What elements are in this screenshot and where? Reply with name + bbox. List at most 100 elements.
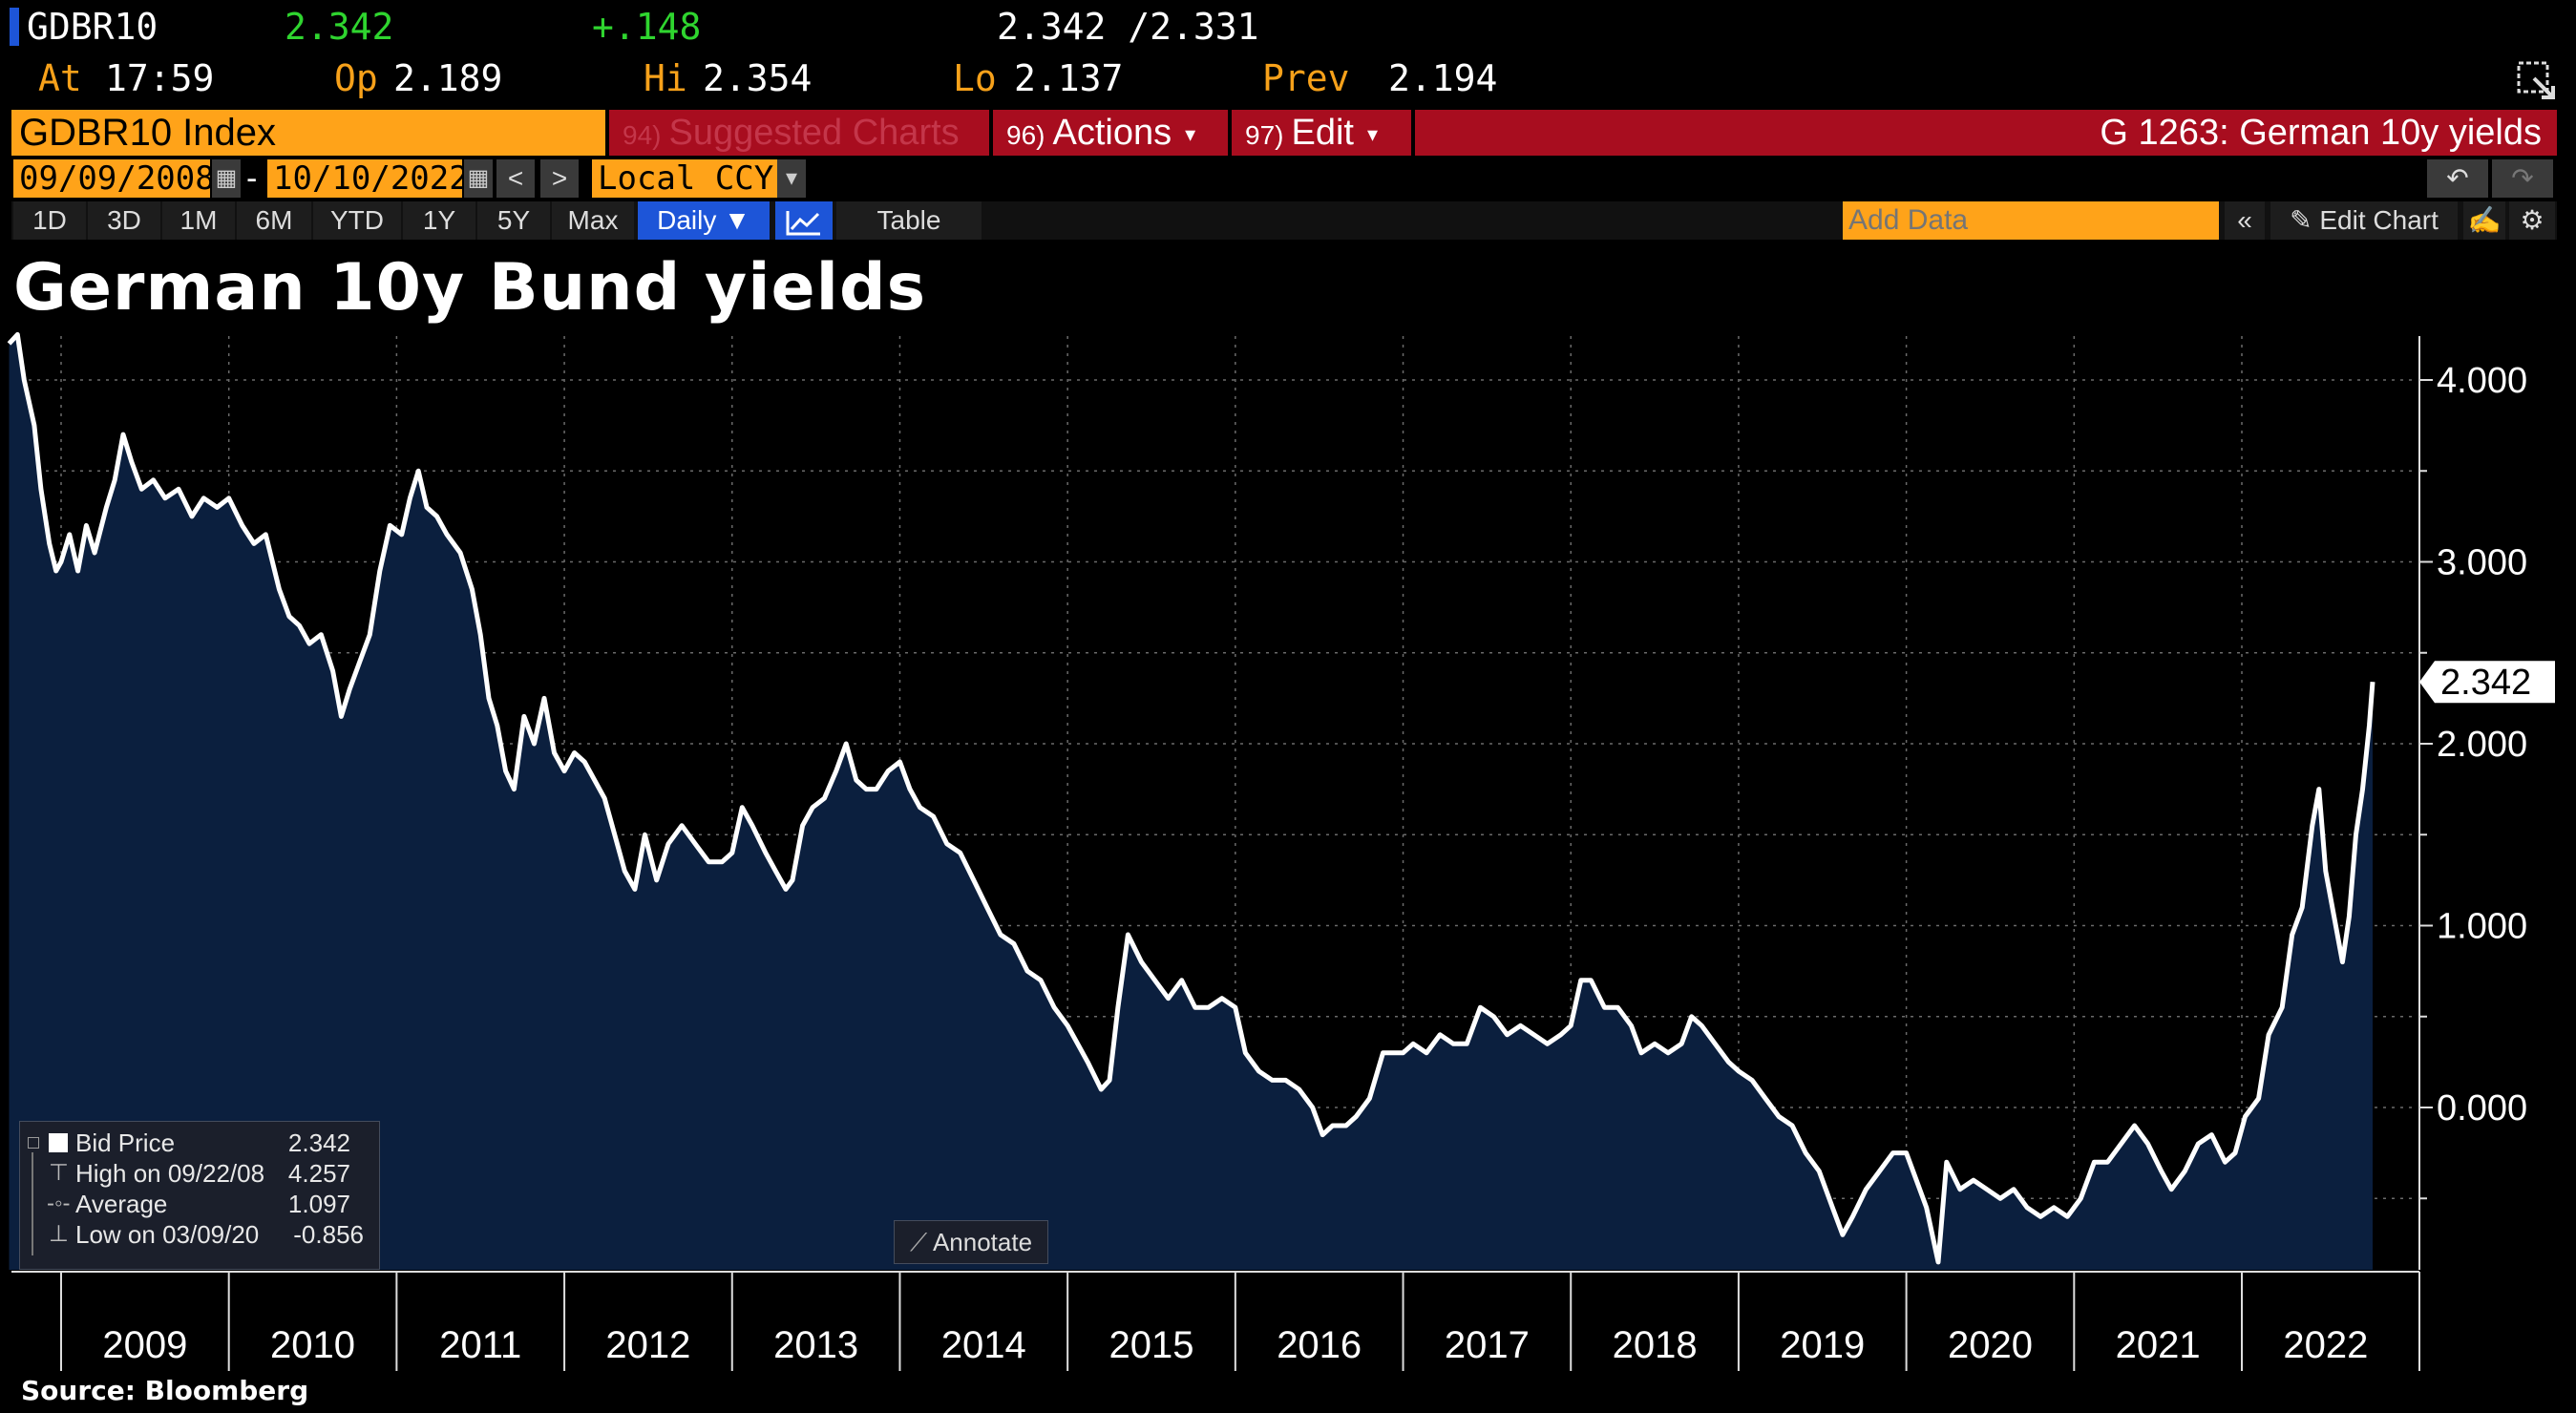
- x-axis-ticks: 2009 2010 2011 2012 2013 2014 2015 2016 2017 2018…: [60, 1272, 2420, 1371]
- line-chart-toggle[interactable]: [775, 201, 833, 240]
- y-tick-label: 1.000: [2437, 907, 2527, 947]
- source-note: Source: Bloomberg: [21, 1375, 309, 1406]
- x-tick-label: 2019: [1780, 1324, 1865, 1366]
- edit-chart-label: Edit Chart: [2319, 205, 2439, 235]
- y-tick-label: 0.000: [2437, 1088, 2527, 1128]
- x-tick-label: 2017: [1445, 1324, 1530, 1366]
- legend-high-value: 4.257: [287, 1159, 350, 1188]
- popout-icon[interactable]: [2515, 59, 2557, 101]
- y-tick-label: 4.000: [2437, 361, 2527, 401]
- legend-bid-value: 2.342: [287, 1128, 350, 1157]
- chart-title: German 10y Bund yields: [13, 250, 927, 326]
- at-time: 17:59: [105, 57, 215, 99]
- calendar-icon[interactable]: ▦: [464, 159, 493, 198]
- range-1y[interactable]: 1Y: [403, 201, 475, 240]
- annotate-label: Annotate: [932, 1228, 1033, 1256]
- range-ytd[interactable]: YTD: [313, 201, 401, 240]
- suggested-charts-button[interactable]: 94) Suggested Charts: [609, 110, 989, 156]
- edit-label: Edit: [1291, 113, 1354, 153]
- open-label: Op: [334, 57, 378, 99]
- tree-line-icon: [32, 1152, 33, 1255]
- redo-icon[interactable]: ↷: [2492, 159, 2553, 198]
- actions-num: 96): [1006, 120, 1045, 150]
- high-marker-icon: ⊤: [49, 1160, 69, 1186]
- legend-average-value: 1.097: [287, 1190, 350, 1218]
- legend-box: Bid Price 2.342 ⊤ High on 09/22/08 4.257…: [19, 1121, 380, 1270]
- edit-menu[interactable]: 97) Edit ▾: [1232, 110, 1411, 156]
- x-tick-label: 2022: [2283, 1324, 2368, 1366]
- x-tick-label: 2018: [1613, 1324, 1698, 1366]
- index-name: GDBR10 Index: [11, 110, 605, 156]
- bid-swatch-icon: [49, 1133, 68, 1152]
- last-value-marker: 2.342: [2419, 661, 2555, 704]
- collapse-box-icon[interactable]: [28, 1137, 39, 1149]
- at-label: At: [38, 57, 82, 99]
- gear-icon[interactable]: ⚙: [2509, 201, 2555, 240]
- legend-average-label: Average: [75, 1190, 168, 1218]
- legend-row-average: -◦- Average 1.097: [20, 1189, 379, 1219]
- net-change: +.148: [592, 6, 702, 48]
- chart-code: G 1263: German 10y yields: [2100, 113, 2542, 153]
- legend-row-low: ⊥ Low on 03/09/20 -0.856: [20, 1219, 379, 1250]
- actions-menu[interactable]: 96) Actions ▾: [993, 110, 1228, 156]
- suggested-label: Suggested Charts: [668, 113, 960, 153]
- actions-label: Actions: [1052, 113, 1172, 153]
- annotate-button[interactable]: ⟋ Annotate: [894, 1220, 1048, 1264]
- last-value-tag: [2419, 661, 2555, 704]
- triangle-down-icon: ▼: [724, 205, 750, 235]
- suggested-num: 94): [623, 120, 662, 150]
- prev-value: 2.194: [1388, 57, 1498, 99]
- calendar-icon[interactable]: ▦: [212, 159, 241, 198]
- x-tick-label: 2012: [605, 1324, 690, 1366]
- undo-icon[interactable]: ↶: [2427, 159, 2488, 198]
- next-period-button[interactable]: >: [540, 159, 579, 198]
- start-date-field[interactable]: 09/09/2008: [13, 159, 210, 198]
- x-tick-label: 2010: [270, 1324, 355, 1366]
- pencil-icon: ✎: [2290, 205, 2312, 235]
- edit-chart-button[interactable]: ✎ Edit Chart: [2270, 201, 2458, 240]
- caret-down-icon: ▾: [1185, 121, 1196, 146]
- frequency-label: Daily: [657, 205, 717, 235]
- caret-down-icon: ▾: [1366, 121, 1378, 146]
- currency-select[interactable]: Local CCY: [592, 159, 777, 198]
- range-5y[interactable]: 5Y: [477, 201, 550, 240]
- prev-period-button[interactable]: <: [496, 159, 535, 198]
- ticker: GDBR10: [27, 6, 158, 48]
- high-value: 2.354: [703, 57, 813, 99]
- low-marker-icon: ⊥: [49, 1221, 69, 1247]
- legend-row-bid: Bid Price 2.342: [20, 1128, 379, 1158]
- y-tick-label: 2.000: [2437, 725, 2527, 765]
- range-3d[interactable]: 3D: [88, 201, 160, 240]
- legend-low-value: -0.856: [293, 1220, 364, 1249]
- edit-note-icon[interactable]: ✍: [2463, 201, 2505, 240]
- high-label: Hi: [644, 57, 687, 99]
- area-fill: [9, 334, 2373, 1270]
- range-6m[interactable]: 6M: [237, 201, 311, 240]
- x-tick-label: 2020: [1948, 1324, 2033, 1366]
- y-tick-label: 3.000: [2437, 543, 2527, 583]
- range-max[interactable]: Max: [552, 201, 634, 240]
- average-marker-icon: -◦-: [47, 1191, 71, 1216]
- table-button[interactable]: Table: [836, 201, 982, 240]
- low-label: Lo: [953, 57, 997, 99]
- legend-low-label: Low on 03/09/20: [75, 1220, 260, 1249]
- last-value-text: 2.342: [2440, 663, 2531, 703]
- y-axis-ticks: 4.000 3.000 2.000 1.000 0.000: [2437, 361, 2527, 1128]
- chart-code-bar: [1415, 110, 2557, 156]
- axes: [11, 336, 2433, 1273]
- end-date-field[interactable]: 10/10/2022: [267, 159, 462, 198]
- x-tick-label: 2016: [1277, 1324, 1362, 1366]
- series-line: [7, 331, 2375, 1265]
- ticker-marker: [10, 8, 19, 46]
- range-1d[interactable]: 1D: [13, 201, 86, 240]
- collapse-icon[interactable]: «: [2225, 201, 2265, 240]
- frequency-select[interactable]: Daily ▼: [638, 201, 770, 240]
- legend-row-high: ⊤ High on 09/22/08 4.257: [20, 1152, 379, 1255]
- x-tick-label: 2021: [2116, 1324, 2201, 1366]
- x-tick-label: 2009: [102, 1324, 187, 1366]
- chevron-down-icon[interactable]: ▾: [777, 159, 806, 198]
- x-tick-label: 2015: [1109, 1324, 1194, 1366]
- range-1m[interactable]: 1M: [162, 201, 235, 240]
- add-data-input[interactable]: [1843, 201, 2219, 240]
- open-value: 2.189: [393, 57, 503, 99]
